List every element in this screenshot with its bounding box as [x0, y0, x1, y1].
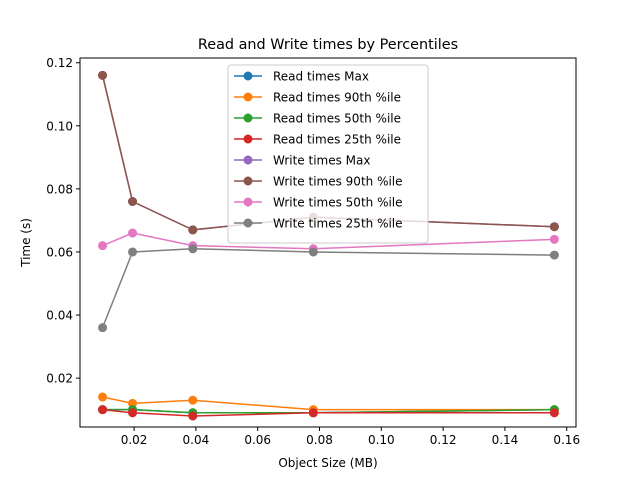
- legend-swatch-marker: [243, 155, 253, 165]
- legend-swatch-marker: [243, 134, 253, 144]
- legend-swatch-marker: [243, 92, 253, 102]
- data-point: [188, 225, 198, 235]
- legend-box: [227, 64, 429, 244]
- data-point: [128, 247, 138, 257]
- legend-label: Read times 25th %ile: [273, 133, 401, 147]
- legend-swatch-marker: [243, 218, 253, 228]
- data-point: [98, 323, 108, 333]
- series-4: [98, 405, 559, 421]
- y-tick-label: 0.10: [46, 119, 73, 133]
- x-tick-label: 0.16: [553, 433, 580, 447]
- legend-item: Read times 25th %ile: [234, 133, 401, 147]
- data-point: [308, 408, 318, 418]
- legend: Read times Max Read times 90th %ile Read t…: [227, 64, 429, 244]
- data-point: [98, 241, 108, 251]
- series-3: [98, 405, 559, 418]
- data-point: [549, 408, 559, 418]
- plot-frame: [79, 57, 577, 428]
- series-8: [98, 244, 559, 333]
- legend-label: Write times 50th %ile: [273, 196, 403, 210]
- y-axis: 0.02 0.04 0.06 0.08 0.10 0.12: [46, 56, 80, 386]
- data-point: [98, 392, 108, 402]
- legend-item: Read times Max: [234, 70, 369, 84]
- data-point: [98, 70, 108, 80]
- legend-item: Write times 90th %ile: [234, 175, 403, 189]
- chart-title: Read and Write times by Percentiles: [198, 37, 458, 53]
- x-tick-label: 0.14: [492, 433, 519, 447]
- x-tick-label: 0.06: [244, 433, 271, 447]
- data-point: [128, 398, 138, 408]
- data-point: [188, 244, 198, 254]
- data-point: [128, 228, 138, 238]
- y-tick-label: 0.02: [46, 372, 73, 386]
- legend-item: Write times Max: [234, 154, 370, 168]
- data-point: [549, 222, 559, 232]
- x-axis: 0.02 0.04 0.06 0.08 0.10 0.12 0.14 0.16: [121, 427, 580, 447]
- x-axis-label: Object Size (MB): [278, 456, 377, 470]
- x-tick-label: 0.02: [121, 433, 148, 447]
- plot-area: [98, 70, 559, 421]
- y-tick-label: 0.06: [46, 245, 73, 259]
- legend-label: Read times 50th %ile: [273, 112, 401, 126]
- y-tick-label: 0.12: [46, 56, 73, 70]
- series-line: [102, 396, 555, 411]
- data-point: [128, 408, 138, 418]
- legend-label: Read times 90th %ile: [273, 91, 401, 105]
- legend-label: Read times Max: [273, 70, 369, 84]
- legend-item: Read times 90th %ile: [234, 91, 401, 105]
- legend-item: Write times 25th %ile: [234, 217, 403, 231]
- data-point: [188, 411, 198, 421]
- data-point: [188, 395, 198, 405]
- data-point: [128, 197, 138, 206]
- data-point: [98, 405, 108, 415]
- data-point: [549, 234, 559, 244]
- legend-swatch-marker: [243, 113, 253, 123]
- legend-swatch-marker: [243, 176, 253, 186]
- data-point: [549, 250, 559, 260]
- x-tick-label: 0.12: [430, 433, 457, 447]
- series-line: [101, 248, 555, 328]
- legend-label: Write times Max: [273, 154, 370, 168]
- data-point: [308, 247, 318, 257]
- legend-item: Read times 50th %ile: [234, 112, 401, 126]
- legend-swatch-marker: [243, 197, 253, 207]
- legend-item: Write times 50th %ile: [234, 196, 403, 210]
- y-tick-label: 0.08: [46, 182, 73, 196]
- legend-label: Write times 90th %ile: [273, 175, 403, 189]
- legend-label: Write times 25th %ile: [273, 217, 403, 231]
- legend-swatch-marker: [243, 71, 253, 81]
- x-tick-label: 0.08: [306, 433, 333, 447]
- x-tick-label: 0.10: [368, 433, 395, 447]
- y-axis-label: Time (s): [19, 218, 33, 268]
- y-tick-label: 0.04: [46, 309, 73, 323]
- x-tick-label: 0.04: [183, 433, 210, 447]
